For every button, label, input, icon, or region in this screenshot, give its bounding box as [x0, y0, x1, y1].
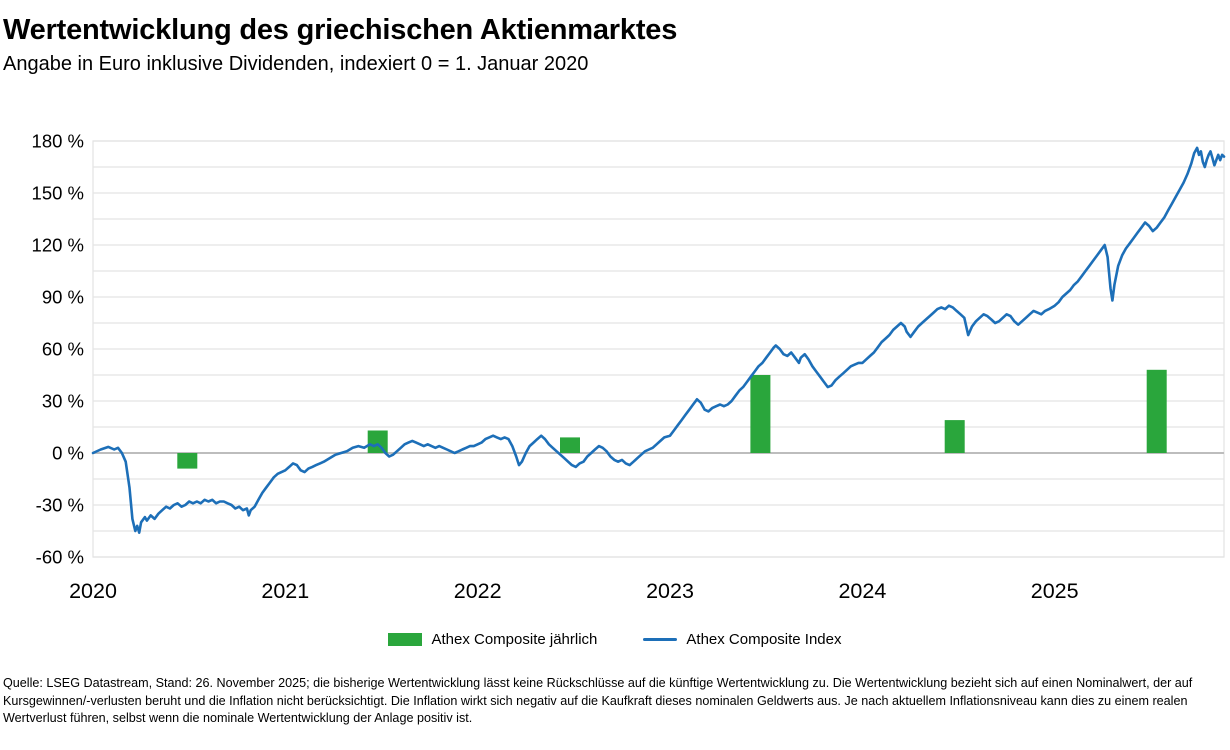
source-disclaimer: Quelle: LSEG Datastream, Stand: 26. Nove… [3, 676, 1193, 726]
x-tick-label: 2023 [646, 579, 694, 603]
y-tick-label: 180 % [32, 131, 84, 152]
bar-swatch-icon [388, 632, 423, 646]
y-tick-label: -60 % [36, 547, 84, 568]
legend-item-bars: Athex Composite jährlich [388, 631, 597, 648]
legend-bar-label: Athex Composite jährlich [431, 630, 598, 648]
x-tick-label: 2022 [454, 579, 502, 603]
legend-line-label: Athex Composite Index [686, 630, 842, 648]
y-tick-label: -30 % [36, 495, 84, 516]
chart-title: Wertentwicklung des griechischen Aktienm… [3, 14, 678, 46]
x-tick-label: 2025 [1031, 579, 1079, 603]
x-tick-label: 2021 [261, 579, 309, 603]
y-tick-label: 60 % [42, 339, 84, 360]
chart-page: Wertentwicklung des griechischen Aktienm… [0, 14, 1230, 750]
y-tick-label: 0 % [52, 443, 84, 464]
legend-item-line: Athex Composite Index [643, 630, 842, 648]
x-tick-label: 2024 [838, 579, 886, 603]
y-tick-label: 30 % [42, 391, 84, 412]
y-tick-label: 90 % [42, 287, 84, 308]
chart-subtitle: Angabe in Euro inklusive Dividenden, ind… [3, 53, 589, 76]
x-tick-label: 2020 [69, 579, 117, 603]
chart-legend: Athex Composite jährlich Athex Composite… [0, 628, 1230, 650]
line-swatch-icon [643, 637, 678, 642]
y-tick-label: 150 % [32, 183, 84, 204]
price-chart: 180 % 150 % 120 % 90 % 60 % 30 % 0 % -30 % -60 %… [32, 131, 1226, 603]
y-tick-label: 120 % [32, 235, 84, 256]
